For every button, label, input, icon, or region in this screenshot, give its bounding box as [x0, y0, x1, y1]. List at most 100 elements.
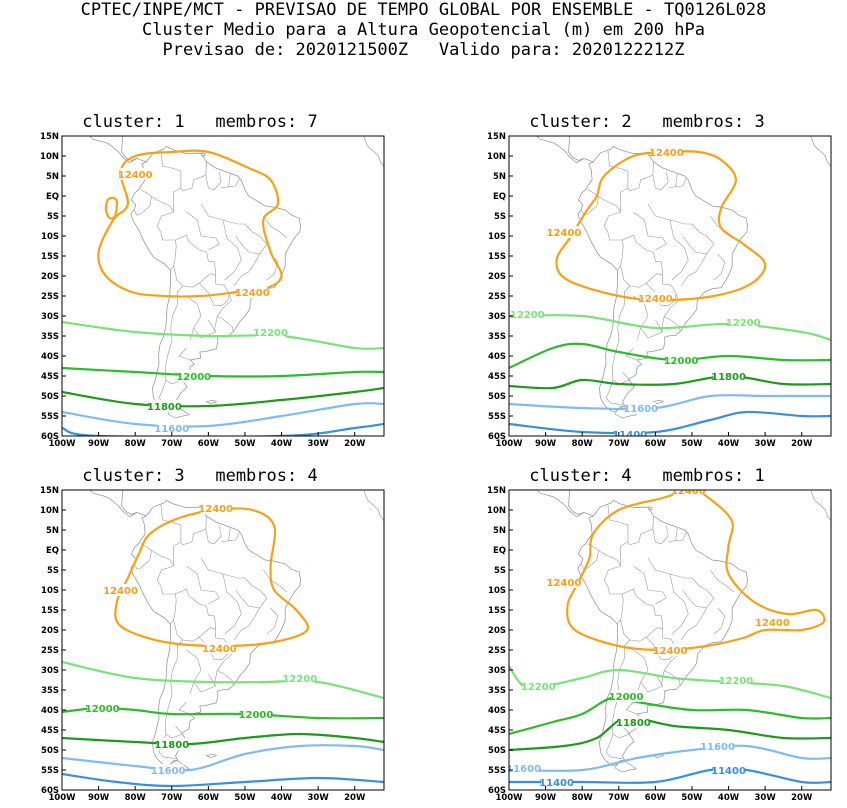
contour-label-bg: [673, 490, 704, 496]
map-svg: 12400 12400 12400 12200 12000 12000 11800 11600…: [40, 486, 385, 803]
lat-tick-label: EQ: [46, 546, 59, 556]
political-border: [640, 673, 664, 693]
political-border: [178, 347, 191, 361]
political-border: [587, 543, 621, 567]
political-border: [713, 607, 726, 635]
contour-12000: [509, 696, 831, 736]
contour-label-bg: [87, 702, 118, 714]
lon-tick-label: 60W: [198, 793, 220, 803]
political-border: [133, 550, 152, 570]
contour-label-bg: [640, 292, 671, 304]
contour-label: 12400: [638, 294, 673, 305]
political-border: [180, 161, 207, 192]
political-border: [228, 531, 240, 542]
lat-tick-label: 50S: [488, 392, 506, 402]
contour-label-bg: [156, 422, 187, 434]
lat-tick-label: 60S: [41, 432, 59, 442]
lat-tick-label: EQ: [493, 192, 506, 202]
lon-tick-label: 50W: [234, 439, 256, 449]
panel-title: cluster: 3 membros: 4: [82, 466, 318, 486]
political-border: [213, 670, 218, 686]
contour-label: 12400: [671, 486, 706, 497]
lat-tick-label: 55S: [41, 412, 59, 422]
contour-label: 12200: [253, 328, 288, 339]
map-panel-2: cluster: 2 membros: 3 12400 12400 12400 122…: [447, 112, 847, 450]
lat-tick-label: 35S: [488, 686, 506, 696]
political-border: [158, 285, 184, 406]
map-frame: [61, 135, 385, 437]
lat-tick-label: 40S: [41, 706, 59, 716]
lon-tick-label: 100W: [495, 793, 523, 803]
political-border: [633, 211, 649, 237]
lat-tick-label: EQ: [493, 546, 506, 556]
lat-tick-label: 55S: [488, 766, 506, 776]
lat-tick-label: 35S: [41, 332, 59, 342]
contour-11400: [62, 422, 384, 436]
political-border: [580, 550, 599, 570]
political-border: [675, 531, 687, 542]
contour-label-bg: [728, 316, 759, 328]
lat-tick-label: 5N: [493, 526, 506, 536]
contour-label-bg: [509, 762, 539, 774]
header-line-1: CPTEC/INPE/MCT - PREVISAO DE TEMPO GLOBA…: [80, 0, 767, 20]
lon-tick-label: 50W: [681, 439, 703, 449]
lat-tick-label: 25S: [41, 646, 59, 656]
political-border: [160, 503, 182, 566]
map-svg: 12400 12400 12400 12400 12200 12200 12000 11800…: [487, 486, 832, 803]
contour-12400: [114, 507, 310, 648]
lon-tick-label: 100W: [48, 439, 76, 449]
political-border: [133, 196, 152, 216]
political-border: [266, 607, 279, 635]
contour-label: 12400: [653, 646, 688, 657]
lat-tick-label: 20S: [41, 626, 59, 636]
contour-label: 12000: [176, 372, 211, 383]
lon-tick-label: 40W: [271, 793, 293, 803]
political-border: [156, 211, 177, 271]
political-border: [669, 573, 689, 635]
lat-tick-label: 15S: [488, 606, 506, 616]
political-border: [158, 639, 184, 760]
map-frame: [508, 489, 832, 791]
political-border: [620, 588, 664, 642]
political-border: [580, 196, 599, 216]
lon-tick-label: 20W: [791, 439, 813, 449]
lat-tick-label: 10S: [41, 232, 59, 242]
contour-label-bg: [625, 402, 656, 414]
contour-label-bg: [757, 616, 788, 628]
falkland-islands: [652, 400, 665, 404]
contour-label-bg: [105, 584, 136, 596]
political-border: [216, 647, 234, 686]
contour-label-bg: [204, 642, 235, 654]
political-border: [633, 565, 649, 591]
political-border: [263, 215, 288, 239]
lat-tick-label: 5S: [494, 212, 506, 222]
africa-coastline: [363, 490, 384, 534]
map-layer: 12400 12400 12400 12200 12200 12000 11800 11600…: [509, 136, 831, 436]
contour-label-bg: [655, 644, 685, 656]
panel-title: cluster: 2 membros: 3: [529, 112, 765, 132]
contour-label-bg: [713, 764, 744, 776]
political-border: [216, 293, 234, 332]
contour-11600: [62, 744, 384, 772]
lat-tick-label: 10S: [488, 586, 506, 596]
central-america-caribbean-coast: [121, 490, 138, 515]
lon-tick-label: 90W: [535, 439, 557, 449]
contour-label: 11800: [147, 402, 182, 413]
political-border: [652, 525, 669, 545]
political-border: [680, 253, 707, 287]
political-border: [200, 589, 220, 605]
africa-coastline: [363, 136, 384, 180]
contour-label: 12400: [546, 228, 581, 239]
lat-tick-label: EQ: [46, 192, 59, 202]
contour-label-bg: [200, 502, 231, 514]
contour-label-bg: [614, 428, 645, 436]
contour-11800: [509, 716, 831, 752]
political-border: [186, 565, 202, 591]
lon-tick-label: 100W: [48, 793, 76, 803]
lat-tick-label: 10N: [487, 506, 506, 516]
lon-tick-label: 80W: [125, 793, 147, 803]
map-panel-1: cluster: 1 membros: 7 12400 12400 12200 120…: [0, 112, 400, 450]
political-border: [633, 649, 649, 695]
political-border: [660, 316, 665, 332]
political-border: [640, 319, 664, 339]
